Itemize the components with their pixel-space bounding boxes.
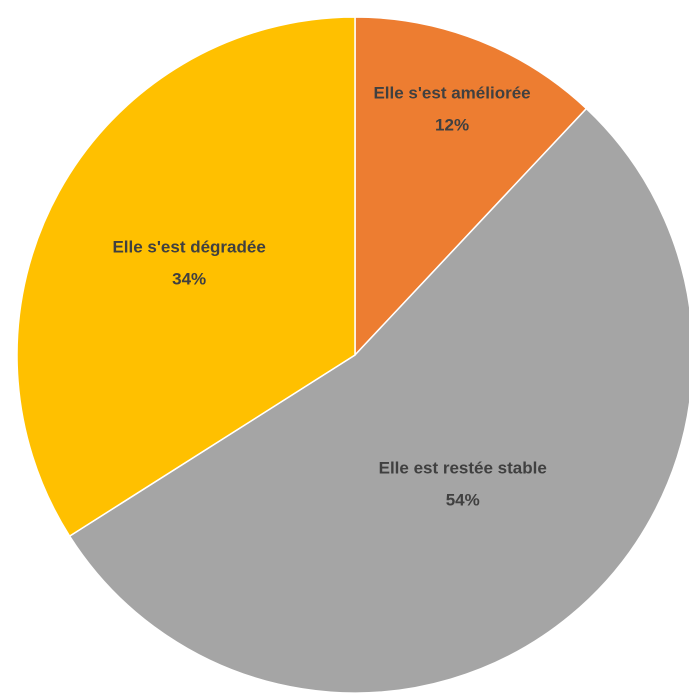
slice-label: Elle est restée stable (379, 459, 547, 478)
slice-label: Elle s'est dégradée (112, 237, 265, 256)
pie-slice (354, 16, 588, 357)
pie-slice (16, 16, 356, 538)
pie-slice (68, 107, 689, 693)
slice-value-label: 12% (435, 115, 469, 134)
slice-value-label: 34% (172, 269, 206, 288)
slice-label: Elle s'est améliorée (373, 83, 530, 102)
slice-value-label: 54% (446, 491, 480, 510)
